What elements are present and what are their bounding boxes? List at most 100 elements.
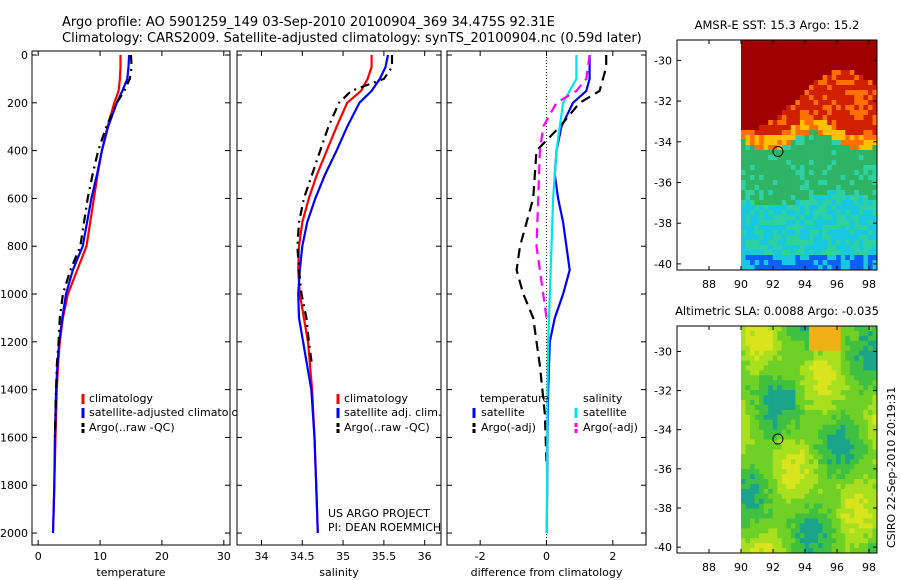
sst-map-cell [827,100,833,106]
sla-map-cell [759,350,765,356]
sst-map-cell [772,200,778,206]
sst-map-cell [790,140,796,146]
sst-map-cell [809,190,814,196]
sla-map-cell [845,345,851,352]
sst-map-cell [799,110,805,116]
sst-map-cell [818,185,823,191]
sla-map-cell [818,498,823,505]
sla-map-cell [768,444,774,450]
sla-map-cell [754,375,760,381]
sla-map-cell [759,469,765,475]
sla-map-cell [763,538,769,544]
sla-map-cell [745,414,751,421]
sla-map-cell [822,474,828,480]
sst-map-cell [849,215,855,221]
sla-map-cell [867,488,873,495]
sla-map-cell [845,424,851,431]
sst-map-cell [840,60,846,66]
sla-map-cell [845,429,851,435]
temperature-xlabel: temperature [96,566,165,579]
sst-map-cell [795,45,801,51]
sla-map-cell [804,409,810,416]
sst-map-cell [849,205,855,211]
sla-map-xtick-label: 92 [766,561,780,574]
sla-map-cell [745,483,751,490]
sst-map-cell [836,215,842,221]
sla-map-cell [795,523,801,529]
sst-map-cell [781,95,787,101]
sst-map-cell [836,175,842,181]
sst-map-cell [849,135,855,141]
sla-map-cell [831,390,837,396]
sst-map-cell [786,80,792,86]
sla-map-cell [781,326,787,332]
sla-map-cell [831,330,837,337]
sla-map-cell [795,400,801,406]
sla-map-cell [754,340,760,347]
sst-map-cell [849,195,855,201]
sla-map-cell [818,538,823,544]
sla-map-cell [768,518,774,524]
sst-map-cell [849,185,855,191]
sst-map-cell [854,120,860,126]
sst-map-cell [799,140,805,146]
sst-map-cell [854,190,860,196]
sla-map-cell [809,424,814,431]
sla-map-cell [872,483,878,490]
sst-map-cell [754,145,760,151]
sst-map-cell [822,185,828,191]
sla-map-cell [872,478,878,485]
sst-map-cell [745,45,751,51]
sst-map-cell [759,215,765,221]
sst-map-cell [772,265,778,271]
sst-map-cell [786,180,792,186]
sla-map-cell [836,478,842,485]
sst-map-xtick-label: 90 [734,278,748,291]
sla-map-cell [741,488,746,495]
sla-map-cell [831,335,837,342]
sla-map-cell [836,360,842,366]
sst-map-cell [804,120,810,126]
sla-map-cell [836,533,842,539]
sla-map-cell [849,444,855,450]
sst-map-cell [809,105,814,111]
sla-map-cell [827,335,833,342]
sst-map-cell [849,225,855,231]
sst-map-cell [840,160,846,166]
sla-map-cell [827,375,833,381]
sst-map-cell [867,55,873,61]
sst-map-cell [745,255,751,261]
sst-map-cell [858,40,864,46]
sla-map-cell [813,464,819,470]
sst-map-ytick-label: -34 [654,136,672,149]
sla-map-cell [772,419,778,426]
sla-map-cell [759,380,765,386]
sla-map-cell [763,464,769,470]
sst-map-cell [741,135,746,141]
sla-map-cell [854,380,860,386]
sst-map-cell [781,225,787,231]
sla-map-cell [863,380,869,386]
sla-map-cell [804,493,810,500]
sla-map-cell [867,350,873,356]
sla-map-cell [813,478,819,485]
sst-map-cell [741,160,746,166]
sla-map-cell [813,543,819,549]
sst-map-cell [845,100,851,106]
sla-map-cell [781,360,787,366]
sla-map-cell [854,360,860,366]
sst-map-cell [840,150,846,156]
sla-map-cell [831,350,837,356]
sla-map-cell [872,528,878,534]
sla-map-cell [867,335,873,342]
sla-map-cell [822,513,828,519]
sst-map-cell [759,240,765,246]
sst-map-cell [786,40,792,46]
sla-map-cell [777,439,783,445]
sst-map-cell [854,55,860,61]
salinity-axes-frame [236,50,442,546]
sst-map-cell [831,85,837,91]
sst-map-cell [831,210,837,216]
sla-map-cell [763,523,769,529]
sst-map-cell [759,135,765,141]
